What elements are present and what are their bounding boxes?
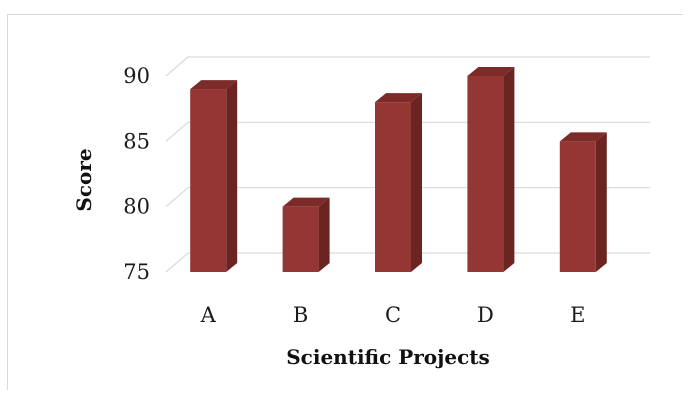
- x-tick-label: B: [293, 303, 308, 327]
- bar-front: [375, 102, 411, 272]
- bar-top: [467, 67, 515, 76]
- y-tick-label: 80: [123, 195, 150, 219]
- y-tick-label: 75: [123, 260, 150, 284]
- bar-top: [190, 80, 238, 90]
- x-tick-label: E: [570, 303, 585, 327]
- bar: [559, 132, 607, 272]
- gridline: [165, 56, 650, 77]
- bar: [282, 197, 330, 272]
- bar-top: [375, 93, 422, 103]
- y-axis-title: Score: [72, 148, 96, 211]
- y-tick-label: 85: [123, 129, 150, 153]
- chart-frame: [7, 14, 683, 390]
- x-axis-title: Scientific Projects: [286, 345, 490, 369]
- x-tick-label: A: [200, 303, 217, 327]
- x-tick-labels: A B C D E: [200, 303, 586, 327]
- bar-front: [559, 141, 596, 272]
- bar: [467, 67, 515, 272]
- bar-front: [282, 206, 319, 272]
- bar-top: [559, 132, 607, 142]
- bars: [190, 67, 607, 272]
- bar-side: [411, 93, 422, 272]
- x-tick-label: D: [477, 303, 494, 327]
- y-tick-labels: 75 80 85 90: [123, 64, 150, 284]
- bar: [375, 93, 422, 272]
- bar-front: [190, 89, 227, 272]
- bar-side: [503, 67, 515, 272]
- bar-top: [282, 197, 330, 207]
- bar-side: [595, 132, 607, 272]
- bar-side: [226, 80, 238, 272]
- bar-front: [467, 76, 504, 272]
- x-tick-label: C: [385, 303, 401, 327]
- y-tick-label: 90: [123, 64, 150, 88]
- bar-side: [318, 197, 330, 272]
- bar: [190, 80, 238, 272]
